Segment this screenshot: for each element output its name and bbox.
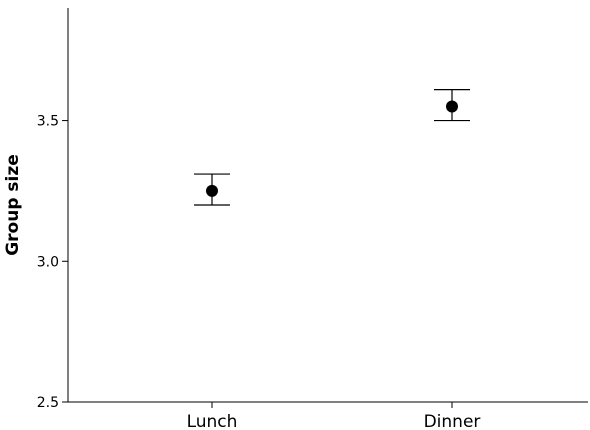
data-marks: [194, 89, 470, 206]
y-axis-label: Group size: [3, 154, 23, 256]
axes: [67, 8, 588, 403]
data-point: [206, 184, 218, 197]
y-tick-label: 2.5: [37, 395, 59, 411]
y-ticks: 2.5 3.0 3.5: [37, 114, 68, 411]
y-tick-label: 3.5: [37, 114, 59, 130]
x-tick-label: Dinner: [424, 412, 481, 430]
y-tick-label: 3.0: [37, 254, 59, 270]
x-tick-label: Lunch: [187, 412, 238, 430]
data-point: [446, 100, 458, 113]
x-ticks: Lunch Dinner: [187, 402, 481, 430]
